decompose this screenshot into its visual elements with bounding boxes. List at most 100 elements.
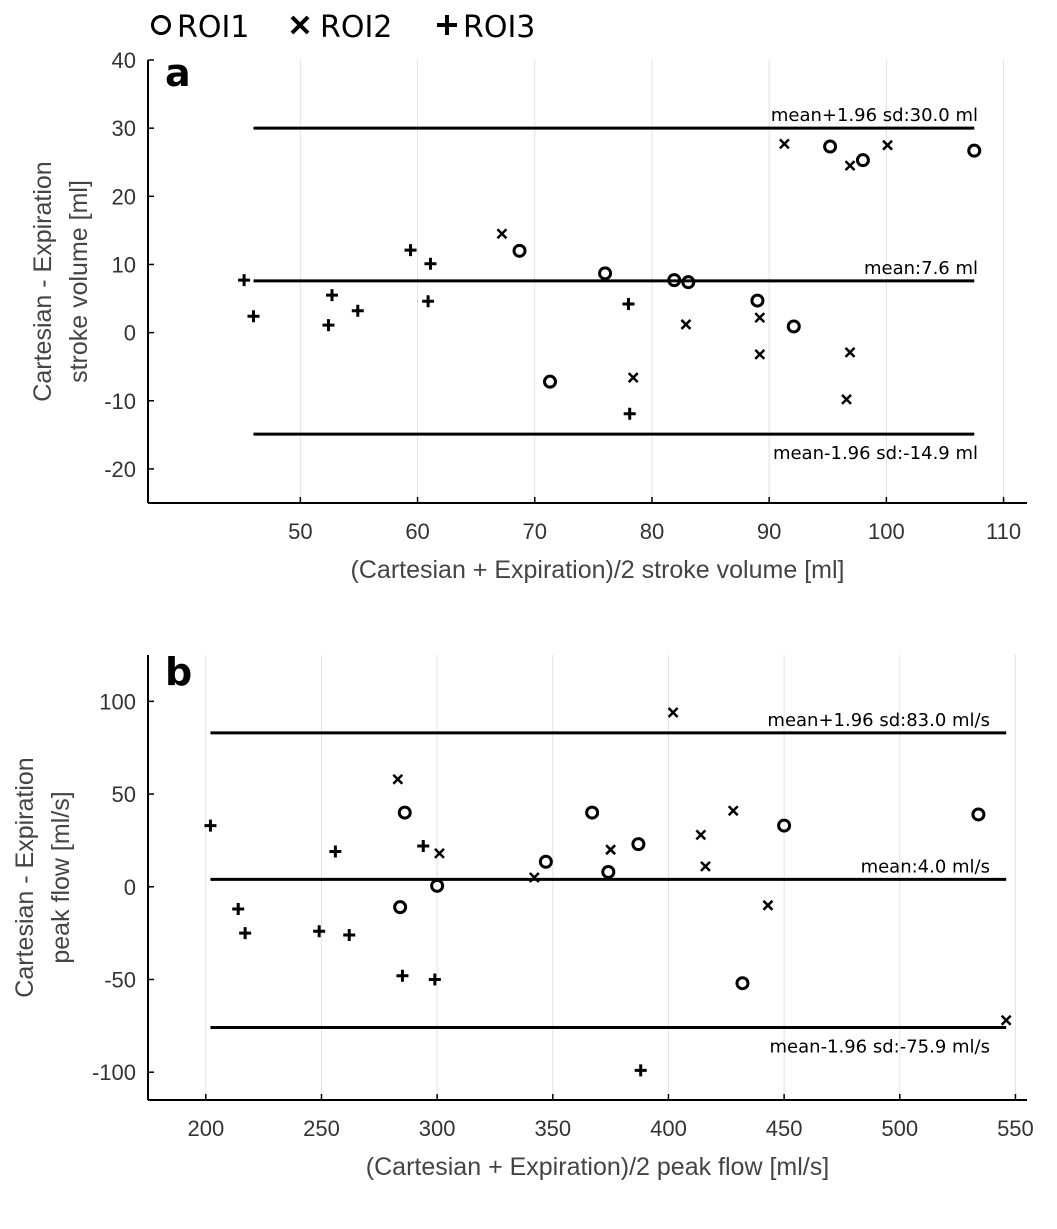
x-tick-label: 400 xyxy=(650,1116,687,1141)
legend-item-roi1: ROI1 xyxy=(151,10,249,45)
legend: ROI1 ROI2 ROI3 xyxy=(151,10,535,45)
roi3-plus-point xyxy=(239,927,252,940)
panel-letter: a xyxy=(165,51,191,95)
roi3-plus-point xyxy=(634,1064,647,1077)
roi1-circle-point xyxy=(598,266,613,281)
roi2-x-point xyxy=(1000,1014,1012,1026)
x-tick-label: 90 xyxy=(757,519,781,544)
y-axis-label-line-2: peak flow [ml/s] xyxy=(47,791,75,963)
roi2-x-point xyxy=(680,319,692,330)
roi2-x-point xyxy=(779,138,790,150)
upper-loa-label: mean+1.96 sd:30.0 ml xyxy=(771,105,978,126)
y-tick-label: 30 xyxy=(112,116,136,141)
roi3-plus-point xyxy=(247,310,260,323)
y-tick-label: 40 xyxy=(112,48,136,73)
roi1-circle-point xyxy=(538,854,553,869)
x-tick-label: 70 xyxy=(523,519,547,544)
roi2-x-point xyxy=(727,805,739,817)
roi3-plus-point xyxy=(232,903,245,916)
roi1-circle-point xyxy=(681,275,696,290)
roi2-x-point xyxy=(496,228,508,240)
axes: 50 60 70 80 90 100 110 -20 -10 0 10 20 30 40 xyxy=(104,48,1027,544)
y-tick-label: -50 xyxy=(104,967,136,992)
roi3-plus-point xyxy=(396,969,409,982)
x-axis-label: (Cartesian + Expiration)/2 peak flow [ml… xyxy=(366,1153,829,1181)
roi3-plus-point xyxy=(329,845,342,858)
mean-label: mean:4.0 ml/s xyxy=(861,856,990,877)
legend-label-roi3: ROI3 xyxy=(463,10,535,45)
roi2-x-point xyxy=(882,139,893,151)
x-tick-label: 100 xyxy=(868,519,905,544)
lower-loa-label: mean-1.96 sd:-14.9 ml xyxy=(773,443,978,464)
x-tick-label: 300 xyxy=(419,1116,456,1141)
y-tick-label: 0 xyxy=(124,321,136,346)
roi1-circle-point xyxy=(585,805,600,820)
y-axis-label-line-1: Cartesian - Expiration xyxy=(29,161,57,401)
roi1-circle-point xyxy=(601,864,616,879)
legend-circle-marker xyxy=(151,15,171,35)
panel-letter: b xyxy=(165,650,192,694)
roi2-x-point xyxy=(434,848,445,859)
roi2-x-point xyxy=(392,773,404,785)
legend-item-roi3: ROI3 xyxy=(437,10,535,45)
y-tick-label: 50 xyxy=(112,782,136,807)
x-axis-label: (Cartesian + Expiration)/2 stroke volume… xyxy=(351,556,845,584)
mean-label: mean:7.6 ml xyxy=(864,258,978,279)
roi1-circle-point xyxy=(750,293,765,308)
roi1-circle-point xyxy=(823,139,838,154)
x-tick-label: 200 xyxy=(187,1116,224,1141)
roi3-plus-point xyxy=(313,925,326,938)
y-axis-label-line-1: Cartesian - Expiration xyxy=(11,757,39,997)
roi3-plus-point xyxy=(622,297,635,310)
roi1-circle-point xyxy=(967,143,982,158)
roi3-plus-point xyxy=(623,407,636,420)
y-tick-label: -100 xyxy=(92,1060,136,1085)
roi3-plus-point xyxy=(351,304,364,317)
x-tick-label: 450 xyxy=(766,1116,803,1141)
panel-a: mean+1.96 sd:30.0 ml mean:7.6 ml mean-1.96… xyxy=(29,48,1027,584)
roi1-circle-point xyxy=(735,976,750,991)
roi2-x-point xyxy=(844,346,856,358)
roi2-x-point xyxy=(605,844,617,856)
axes: 200 250 300 350 400 450 500 550 -100 -50 0 50 100 xyxy=(92,655,1034,1141)
roi3-plus-point xyxy=(238,274,251,287)
panel-b: mean+1.96 sd:83.0 ml/s mean:4.0 ml/s mean-… xyxy=(11,650,1034,1181)
roi1-circle-point xyxy=(397,805,412,820)
y-tick-label: 10 xyxy=(112,252,136,277)
legend-x-marker xyxy=(290,15,310,35)
roi3-plus-point xyxy=(422,295,435,308)
roi3-plus-point xyxy=(322,319,335,332)
x-tick-label: 60 xyxy=(405,519,429,544)
lower-loa-label: mean-1.96 sd:-75.9 ml/s xyxy=(770,1037,990,1058)
roi2-x-point xyxy=(528,872,540,883)
legend-label-roi1: ROI1 xyxy=(177,10,249,45)
roi3-plus-point xyxy=(326,289,339,302)
roi1-circle-point xyxy=(971,807,986,822)
reference-lines: mean+1.96 sd:30.0 ml mean:7.6 ml mean-1.96… xyxy=(253,105,978,464)
roi2-x-point xyxy=(700,860,711,872)
data-points xyxy=(204,707,1012,1077)
grid-lines xyxy=(205,655,1016,1100)
roi1-circle-point xyxy=(393,900,408,915)
legend-label-roi2: ROI2 xyxy=(320,10,392,45)
roi2-x-point xyxy=(754,312,766,324)
roi1-circle-point xyxy=(542,374,557,389)
roi3-plus-point xyxy=(428,973,441,986)
roi1-circle-point xyxy=(667,273,682,288)
y-tick-label: 100 xyxy=(99,689,136,714)
upper-loa-label: mean+1.96 sd:83.0 ml/s xyxy=(767,710,990,731)
y-tick-label: -20 xyxy=(104,457,136,482)
roi1-circle-point xyxy=(786,319,801,334)
y-tick-label: 20 xyxy=(112,184,136,209)
roi3-plus-point xyxy=(204,819,217,832)
roi2-x-point xyxy=(754,349,766,360)
roi2-x-point xyxy=(844,160,856,172)
data-points xyxy=(238,138,982,420)
roi1-circle-point xyxy=(777,818,792,833)
x-tick-label: 550 xyxy=(997,1116,1034,1141)
y-axis-label-line-2: stroke volume [ml] xyxy=(65,180,93,383)
legend-item-roi2: ROI2 xyxy=(290,10,392,45)
roi2-x-point xyxy=(627,372,639,383)
x-tick-label: 80 xyxy=(640,519,664,544)
